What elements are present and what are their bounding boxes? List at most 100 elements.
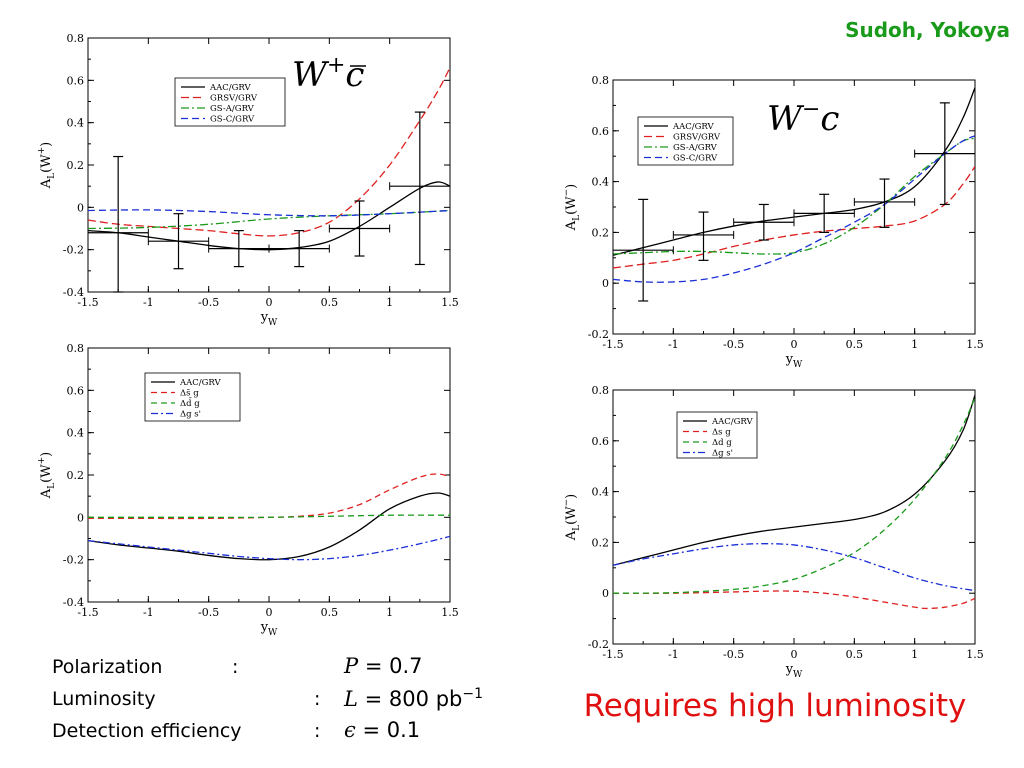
x-tick-label: 1.5: [441, 296, 459, 309]
error-bar: [612, 198, 674, 302]
x-axis-label: yW: [260, 620, 278, 638]
error-bar: [328, 200, 391, 257]
conclusion-text: Requires high luminosity: [583, 688, 967, 724]
legend-label: Δd̄ g: [180, 397, 200, 409]
series-line-2: [613, 165, 975, 269]
x-tick-label: 0.5: [321, 606, 339, 619]
legend-label: GRSV/GRV: [210, 94, 258, 104]
x-tick-label: -0.5: [198, 606, 219, 619]
x-tick-label: 0.5: [846, 648, 864, 661]
y-tick-label: -0.4: [63, 596, 84, 609]
y-tick-label: 0.2: [592, 226, 610, 239]
x-tick-label: 1.5: [966, 338, 984, 351]
error-bar: [147, 213, 210, 270]
param-colon: :: [232, 656, 239, 678]
series-line-3: [613, 137, 975, 255]
series-line-4: [613, 135, 975, 283]
param-polarization: Polarization : P = 0.7: [52, 654, 532, 686]
error-bar: [914, 102, 976, 206]
series-line-4: [613, 543, 975, 592]
param-luminosity: Luminosity : L = 800 pb−1: [52, 686, 532, 718]
x-tick-label: -1: [668, 338, 679, 351]
param-value: ϵ = 0.1: [344, 718, 421, 742]
y-tick-label: -0.2: [588, 328, 609, 341]
x-tick-label: 0: [791, 648, 798, 661]
y-tick-label: -0.4: [63, 286, 84, 299]
chart-title: W−c: [767, 97, 839, 139]
x-tick-label: -0.5: [723, 648, 744, 661]
param-colon: :: [314, 688, 321, 710]
y-tick-label: 0.8: [592, 384, 610, 397]
param-label: Luminosity: [52, 688, 156, 710]
series-line-1: [88, 492, 450, 561]
x-tick-label: 0: [266, 296, 273, 309]
y-tick-label: 0.4: [592, 486, 610, 499]
legend-box: [637, 116, 734, 166]
chart-top-right: -1.5 -1 -0.5 0 0.5 1 1.5 -0.2 0 0.2 0.4 0.6 0.8 yW AL(…: [562, 74, 984, 370]
error-bar: [733, 203, 795, 241]
chart-title: W+c: [292, 53, 364, 95]
y-tick-label: -0.2: [588, 638, 609, 651]
error-bar: [853, 178, 916, 228]
legend-label: AAC/GRV: [179, 378, 222, 388]
legend-label: Δg s': [712, 449, 733, 459]
x-tick-label: 1: [911, 338, 918, 351]
series-line-3: [88, 514, 450, 519]
plot-frame: [87, 37, 451, 293]
legend-label: Δg s': [180, 410, 201, 420]
y-tick-label: 0.4: [67, 427, 85, 440]
y-tick-label: 0.4: [67, 117, 85, 130]
y-tick-label: 0.8: [592, 74, 610, 87]
series-line-2: [613, 590, 975, 610]
x-tick-label: -1.5: [77, 606, 98, 619]
legend-label: GS-A/GRV: [673, 143, 718, 153]
x-tick-label: 0: [266, 606, 273, 619]
legend-label: GS-C/GRV: [673, 154, 718, 164]
x-tick-label: -1: [143, 296, 154, 309]
x-axis-label: yW: [785, 662, 803, 680]
legend-label: GRSV/GRV: [673, 133, 721, 143]
plot-frame: [612, 389, 976, 645]
x-tick-label: 1: [386, 606, 393, 619]
series-line-3: [613, 397, 975, 594]
series-line-2: [88, 473, 450, 520]
param-value: L = 800 pb−1: [344, 686, 483, 711]
authors-credit: Sudoh, Yokoya: [845, 18, 1010, 42]
y-tick-label: 0.6: [67, 74, 85, 87]
legend-label: GS-C/GRV: [210, 115, 255, 125]
y-tick-label: -0.2: [63, 244, 84, 257]
series-line-1: [88, 181, 450, 251]
x-tick-label: 0.5: [321, 296, 339, 309]
x-tick-label: 0: [791, 338, 798, 351]
series-group: [88, 473, 450, 561]
legend-label: Δs̄ g: [180, 389, 199, 399]
param-detection-efficiency: Detection efficiency : ϵ = 0.1: [52, 718, 532, 750]
y-tick-label: 0.6: [592, 125, 610, 138]
chart-bottom-left: -1.5 -1 -0.5 0 0.5 1 1.5 -0.4 -0.2 0 0.2 0.4 0.6 0.8 y…: [37, 342, 459, 638]
y-tick-label: 0.2: [67, 159, 85, 172]
y-tick-label: 0.8: [67, 342, 85, 355]
y-axis-label: AL(W−): [562, 494, 582, 541]
param-colon: :: [314, 720, 321, 742]
x-axis-label: yW: [260, 310, 278, 328]
x-tick-label: 1.5: [966, 648, 984, 661]
param-label: Polarization: [52, 656, 163, 678]
series-line-4: [88, 209, 450, 217]
x-axis-label: yW: [785, 352, 803, 370]
y-tick-label: 0.2: [67, 469, 85, 482]
legend-label: Δs g: [712, 428, 731, 438]
error-bar: [268, 230, 330, 268]
series-line-3: [88, 209, 450, 230]
legend-label: Δd g: [712, 438, 732, 448]
x-tick-label: -0.5: [723, 338, 744, 351]
y-tick-label: 0.2: [592, 536, 610, 549]
y-tick-label: 0.4: [592, 176, 610, 189]
y-axis-label: AL(W+): [37, 142, 57, 189]
legend-label: AAC/GRV: [711, 417, 754, 427]
param-label: Detection efficiency: [52, 720, 242, 742]
y-tick-label: -0.2: [63, 554, 84, 567]
x-tick-label: 1: [386, 296, 393, 309]
y-tick-label: 0: [77, 201, 84, 214]
